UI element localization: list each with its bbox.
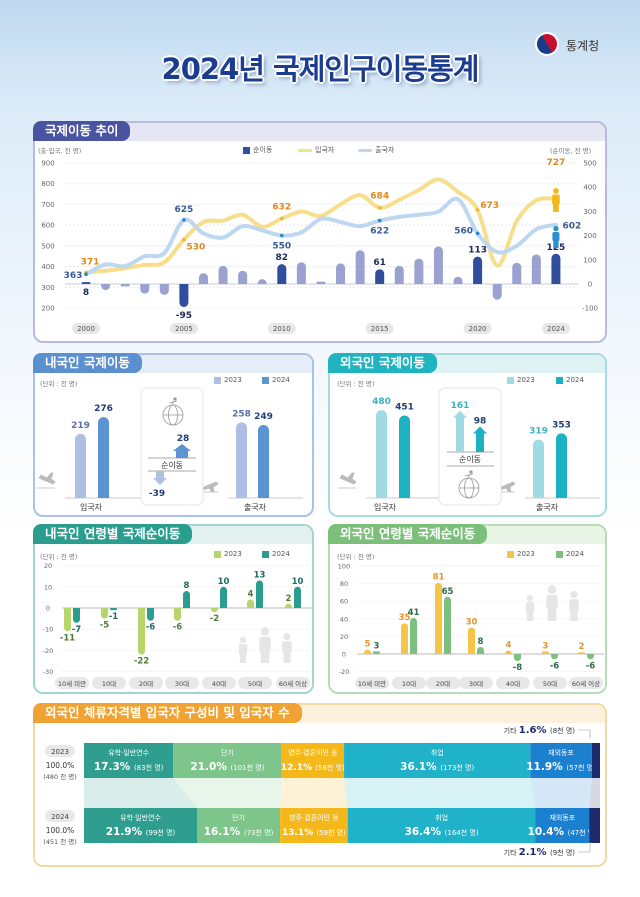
unit-label: (단위 : 천 명) — [337, 553, 375, 561]
panel-composition: 외국인 체류자격별 입국자 구성비 및 입국자 수 — [33, 703, 607, 867]
unit-label: (단위 : 천 명) — [40, 553, 78, 561]
legend-2023: 2023 — [507, 376, 535, 384]
legend-swatch — [507, 376, 514, 384]
legend-2024: 2024 — [262, 550, 290, 558]
agency-name: 통계청 — [566, 39, 600, 53]
legend-2023: 2023 — [214, 376, 242, 384]
legend-2023: 2023 — [507, 550, 535, 558]
legend-swatch — [262, 550, 269, 558]
legend-swatch — [556, 550, 563, 558]
unit-label: (단위 : 천 명) — [40, 380, 78, 388]
panel-header — [35, 123, 605, 141]
legend-2024: 2024 — [556, 376, 584, 384]
unit-label: (단위 : 천 명) — [337, 380, 375, 388]
legend-2024: 2024 — [262, 376, 290, 384]
legend-swatch — [243, 146, 250, 154]
panel-title: 외국인 연령별 국제순이동 — [328, 524, 488, 544]
panel-title: 내국인 연령별 국제순이동 — [33, 524, 193, 544]
panel-title: 내국인 국제이동 — [33, 353, 142, 373]
legend-label: 2023 — [517, 550, 535, 558]
legend-label: 2024 — [272, 376, 290, 384]
legend-label: 2024 — [566, 376, 584, 384]
legend-swatch — [214, 376, 221, 384]
legend-2023: 2023 — [214, 550, 242, 558]
legend-label: 2024 — [566, 550, 584, 558]
legend-label: 출국자 — [375, 146, 395, 154]
legend-swatch — [298, 148, 312, 152]
page-title: 2024년 국제인구이동통계 — [161, 52, 480, 86]
legend-label: 순이동 — [253, 146, 273, 154]
legend-emigrants: 출국자 — [358, 145, 394, 155]
legend-net: 순이동 — [243, 145, 272, 155]
legend-label: 2024 — [272, 550, 290, 558]
legend-swatch — [262, 376, 269, 384]
legend-swatch — [556, 376, 563, 384]
panel-title: 외국인 체류자격별 입국자 구성비 및 입국자 수 — [33, 703, 302, 723]
legend-label: 2023 — [224, 550, 242, 558]
right-axis-unit: (순이동, 천 명) — [550, 147, 592, 155]
panel-title: 국제이동 추이 — [33, 121, 131, 141]
legend-swatch — [507, 550, 514, 558]
legend-immigrants: 입국자 — [298, 145, 334, 155]
legend-swatch — [214, 550, 221, 558]
legend-label: 2023 — [224, 376, 242, 384]
legend-label: 입국자 — [315, 146, 335, 154]
left-axis-unit: (출·입국, 천 명) — [38, 147, 82, 155]
panel-foreign-age: 외국인 연령별 국제순이동 — [328, 524, 607, 694]
panel-title: 외국인 국제이동 — [328, 353, 437, 373]
legend-swatch — [358, 148, 372, 152]
legend-label: 2023 — [517, 376, 535, 384]
legend-2024: 2024 — [556, 550, 584, 558]
